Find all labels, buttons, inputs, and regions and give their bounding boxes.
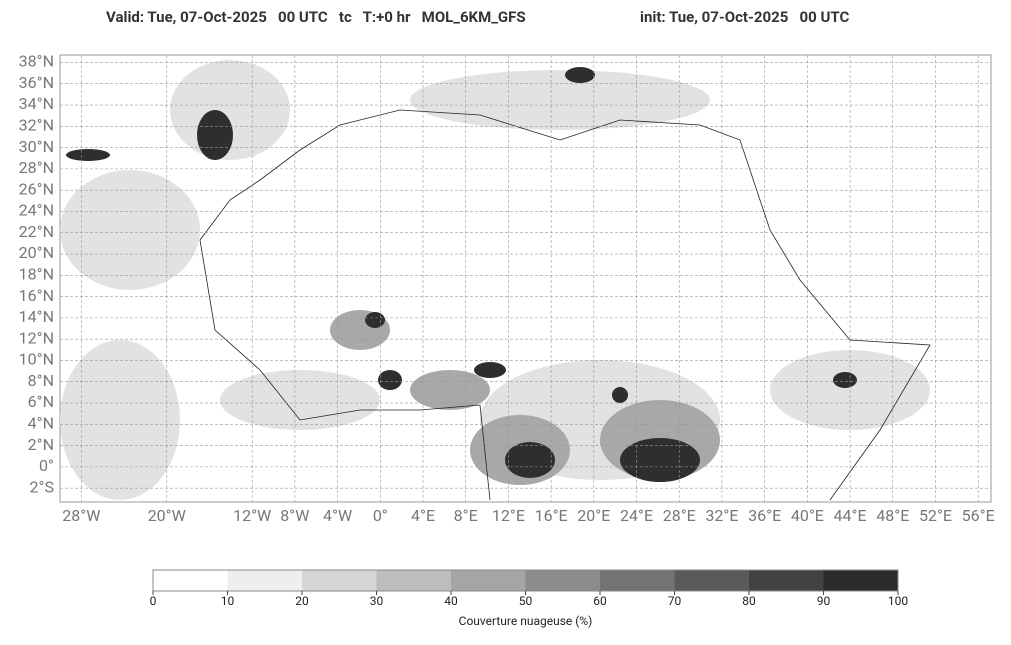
- lat-label: 10°N: [19, 350, 54, 369]
- colorbar-tick-label: 60: [593, 594, 607, 608]
- lon-label: 52°E: [919, 506, 952, 525]
- colorbar-bin: [823, 570, 898, 591]
- map-background: [59, 54, 992, 503]
- lon-label: 4°E: [411, 506, 435, 525]
- lon-label: 4°W: [323, 506, 352, 525]
- lat-label: 6°N: [28, 392, 54, 411]
- colorbar-tick-label: 40: [444, 594, 458, 608]
- lon-label: 20°W: [148, 506, 186, 525]
- lon-label: 8°W: [280, 506, 309, 525]
- valid-title: Valid: Tue, 07-Oct-2025 00 UTC tc T:+0 h…: [106, 8, 526, 26]
- colorbar-bin: [525, 570, 600, 591]
- colorbar-bin: [227, 570, 302, 591]
- lon-label: 20°E: [577, 506, 610, 525]
- colorbar-bin: [153, 570, 228, 591]
- colorbar-tick-label: 100: [888, 594, 908, 608]
- lon-label: 12°E: [492, 506, 525, 525]
- colorbar-tick-label: 10: [221, 594, 235, 608]
- lat-label: 28°N: [19, 158, 54, 177]
- colorbar: 0 10 20 30 40 50 60 70 80 90 100 Couverture nuageus…: [150, 569, 908, 628]
- colorbar-bin: [749, 570, 824, 591]
- lat-label: 38°N: [19, 52, 54, 71]
- lon-label: 28°W: [62, 506, 100, 525]
- lat-label: 4°N: [28, 414, 54, 433]
- coastline: [199, 109, 931, 501]
- colorbar-bin: [674, 570, 749, 591]
- colorbar-tick-label: 20: [295, 594, 309, 608]
- colorbar-label: Couverture nuageuse (%): [459, 614, 593, 628]
- lon-label: 48°E: [876, 506, 909, 525]
- colorbar-bin: [302, 570, 377, 591]
- lat-label: 24°N: [19, 201, 54, 220]
- colorbar-tick-label: 70: [668, 594, 682, 608]
- lat-label: 12°N: [19, 328, 54, 347]
- colorbar-tick-label: 80: [742, 594, 756, 608]
- init-title: init: Tue, 07-Oct-2025 00 UTC: [640, 8, 849, 26]
- lon-label: 28°E: [663, 506, 696, 525]
- lon-label: 56°E: [962, 506, 995, 525]
- lat-label: 26°N: [19, 179, 54, 198]
- lon-label: 24°E: [620, 506, 653, 525]
- lon-label: 8°E: [454, 506, 478, 525]
- lat-label: 32°N: [19, 116, 54, 135]
- lat-label: 16°N: [19, 286, 54, 305]
- lat-label: 14°N: [19, 307, 54, 326]
- lon-label: 0°: [373, 506, 388, 525]
- lat-label: 2°N: [28, 435, 54, 454]
- lat-label: 2°S: [30, 477, 54, 496]
- lat-label: 22°N: [19, 222, 54, 241]
- lon-label: 16°E: [535, 506, 568, 525]
- colorbar-bin: [451, 570, 526, 591]
- lat-label: 18°N: [19, 265, 54, 284]
- lon-label: 44°E: [834, 506, 867, 525]
- colorbar-tick-label: 30: [370, 594, 384, 608]
- lat-label: 30°N: [19, 137, 54, 156]
- colorbar-bin: [376, 570, 451, 591]
- lon-label: 36°E: [748, 506, 781, 525]
- colorbar-tick-label: 0: [150, 594, 157, 608]
- cloud-dense: [66, 67, 857, 482]
- colorbar-bin: [600, 570, 675, 591]
- lon-label: 40°E: [791, 506, 824, 525]
- lon-label: 12°W: [233, 506, 271, 525]
- lat-label: 20°N: [19, 243, 54, 262]
- lat-label: 8°N: [28, 371, 54, 390]
- lat-label: 34°N: [19, 94, 54, 113]
- grid: [60, 55, 991, 502]
- lon-label: 32°E: [705, 506, 738, 525]
- colorbar-tick-label: 90: [817, 594, 831, 608]
- lat-label: 36°N: [19, 73, 54, 92]
- colorbar-tick-label: 50: [519, 594, 533, 608]
- lat-label: 0°: [39, 456, 54, 475]
